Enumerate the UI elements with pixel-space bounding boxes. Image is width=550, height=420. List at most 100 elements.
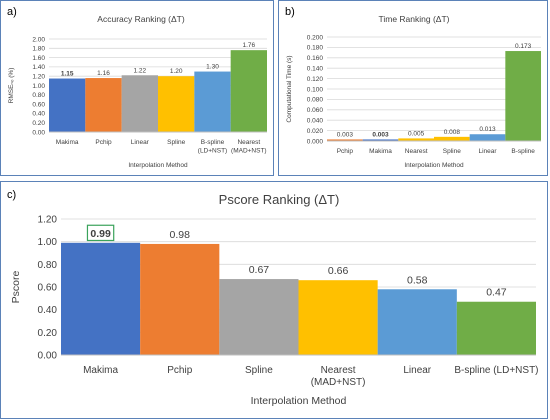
bar-3 xyxy=(298,280,378,355)
x-tick-label: Makima xyxy=(83,365,118,376)
bar-1 xyxy=(85,78,122,132)
x-tick-label: Pchip xyxy=(337,148,354,155)
pscore-ranking-chart: Pscore Ranking (ΔT) 0.00 0.20 0.40 0.60 0.80 1… xyxy=(10,192,539,407)
y-tick-label: 0.60 xyxy=(32,101,45,108)
y-tick-label: 0.80 xyxy=(32,92,45,99)
y-tick-label: 0.080 xyxy=(307,97,324,104)
y-tick-label: 2.00 xyxy=(32,36,45,43)
data-label: 0.003 xyxy=(372,131,389,138)
bar-5 xyxy=(505,51,541,141)
x-tick-label: Nearest xyxy=(321,365,356,376)
y-tick-label: 0.120 xyxy=(307,76,324,83)
data-label: 0.58 xyxy=(407,274,428,286)
data-label: 0.47 xyxy=(486,287,507,299)
y-tick-label: 1.20 xyxy=(32,73,45,80)
bar-5 xyxy=(230,50,267,132)
y-tick-label: 0.80 xyxy=(38,260,58,271)
bar-4 xyxy=(377,289,457,355)
x-tick-label: Makima xyxy=(56,139,79,146)
bar-0 xyxy=(327,139,363,141)
x-tick-label: Linear xyxy=(478,148,497,155)
y-tick-label: 0.020 xyxy=(307,128,324,135)
bar-1 xyxy=(362,139,399,141)
x-tick-label: (MAD+NST) xyxy=(311,377,366,388)
chart-title: Pscore Ranking (ΔT) xyxy=(219,192,340,207)
data-label: 0.008 xyxy=(444,129,461,136)
bar-0 xyxy=(61,242,141,355)
highlight-box xyxy=(86,224,115,242)
bar-2 xyxy=(398,138,434,141)
x-axis-label: Interpolation Method xyxy=(404,162,464,169)
data-label: 1.20 xyxy=(170,68,183,75)
x-axis-label: Interpolation Method xyxy=(128,162,188,169)
chart-title: Accuracy Ranking (ΔT) xyxy=(97,14,185,24)
x-tick-label: B-spline xyxy=(511,148,535,155)
y-tick-label: 0.180 xyxy=(307,45,324,52)
x-tick-label: (LD+NST) xyxy=(198,148,227,155)
data-label: 1.16 xyxy=(97,70,110,77)
y-tick-label: 0.00 xyxy=(32,129,45,136)
x-tick-label: B-spline (LD+NST) xyxy=(454,365,538,376)
panel-label-a: a) xyxy=(7,6,17,18)
panel-label-c: c) xyxy=(7,189,17,201)
data-label: 0.98 xyxy=(170,229,191,241)
bar-0 xyxy=(49,78,86,132)
panel-accuracy-ranking: a) Accuracy Ranking (ΔT) 0.00 0.20 0.40 0.60… xyxy=(0,0,274,176)
data-label: 0.173 xyxy=(515,43,532,50)
bar-4 xyxy=(469,134,506,141)
y-tick-label: 0.20 xyxy=(32,120,45,127)
x-tick-label: Spline xyxy=(245,365,273,376)
bar-3 xyxy=(434,136,470,141)
y-tick-label: 0.040 xyxy=(307,117,324,124)
x-tick-label: Linear xyxy=(403,365,431,376)
y-tick-label: 1.00 xyxy=(38,237,58,248)
y-axis-label: Pscore xyxy=(10,271,22,304)
y-tick-label: 0.160 xyxy=(307,55,324,62)
y-axis-label: RMSEₙₒ (%) xyxy=(8,68,15,104)
x-tick-label: Pchip xyxy=(167,365,192,376)
bar-4 xyxy=(194,71,231,132)
y-tick-label: 0.60 xyxy=(38,283,58,294)
time-ranking-chart: Time Ranking (ΔT) 0.000 0.020 0.040 0.060 0.0… xyxy=(286,14,541,169)
x-tick-label: Pchip xyxy=(95,139,112,146)
y-tick-label: 1.80 xyxy=(32,46,45,53)
bar-2 xyxy=(121,75,158,132)
x-tick-label: Spline xyxy=(443,148,461,155)
bar-5 xyxy=(456,301,536,355)
panel-pscore-ranking: c) Pscore Ranking (ΔT) 0.00 0.20 0.40 0.60 0.… xyxy=(0,181,548,419)
panel-time-ranking: b) Time Ranking (ΔT) 0.000 0.020 0.040 0.060… xyxy=(278,0,548,176)
x-tick-label: Nearest xyxy=(237,139,260,146)
data-label: 1.76 xyxy=(243,42,256,49)
x-tick-label: B-spline xyxy=(201,139,225,146)
y-tick-label: 0.100 xyxy=(307,86,324,93)
accuracy-ranking-chart: Accuracy Ranking (ΔT) 0.00 0.20 0.40 0.60 0.8… xyxy=(8,14,267,169)
panel-label-b: b) xyxy=(285,6,295,18)
data-label: 0.003 xyxy=(337,131,354,138)
y-tick-label: 0.200 xyxy=(307,34,324,41)
y-axis-label: Computational Time (s) xyxy=(286,55,293,122)
y-tick-label: 1.60 xyxy=(32,55,45,62)
x-axis-label: Interpolation Method xyxy=(251,395,347,407)
data-label: 0.99 xyxy=(90,228,111,240)
x-tick-label: Spline xyxy=(167,139,185,146)
y-tick-label: 0.140 xyxy=(307,65,324,72)
data-label: 0.66 xyxy=(328,265,349,277)
y-tick-label: 0.40 xyxy=(32,111,45,118)
y-tick-label: 0.060 xyxy=(307,107,324,114)
bar-1 xyxy=(140,243,220,355)
y-tick-label: 1.00 xyxy=(32,83,45,90)
data-label: 0.67 xyxy=(249,264,270,276)
y-tick-label: 0.40 xyxy=(38,305,58,316)
chart-title: Time Ranking (ΔT) xyxy=(378,14,449,24)
data-label: 1.30 xyxy=(206,64,219,71)
y-tick-label: 0.00 xyxy=(38,351,58,362)
bar-3 xyxy=(158,76,195,132)
x-tick-label: Nearest xyxy=(405,148,428,155)
data-label: 1.22 xyxy=(134,67,147,74)
bar-2 xyxy=(219,279,299,355)
y-tick-label: 1.40 xyxy=(32,64,45,71)
y-tick-label: 0.20 xyxy=(38,328,58,339)
y-tick-label: 0.000 xyxy=(307,138,324,145)
y-tick-label: 1.20 xyxy=(38,215,58,226)
x-tick-label: (MAD+NST) xyxy=(231,148,267,155)
